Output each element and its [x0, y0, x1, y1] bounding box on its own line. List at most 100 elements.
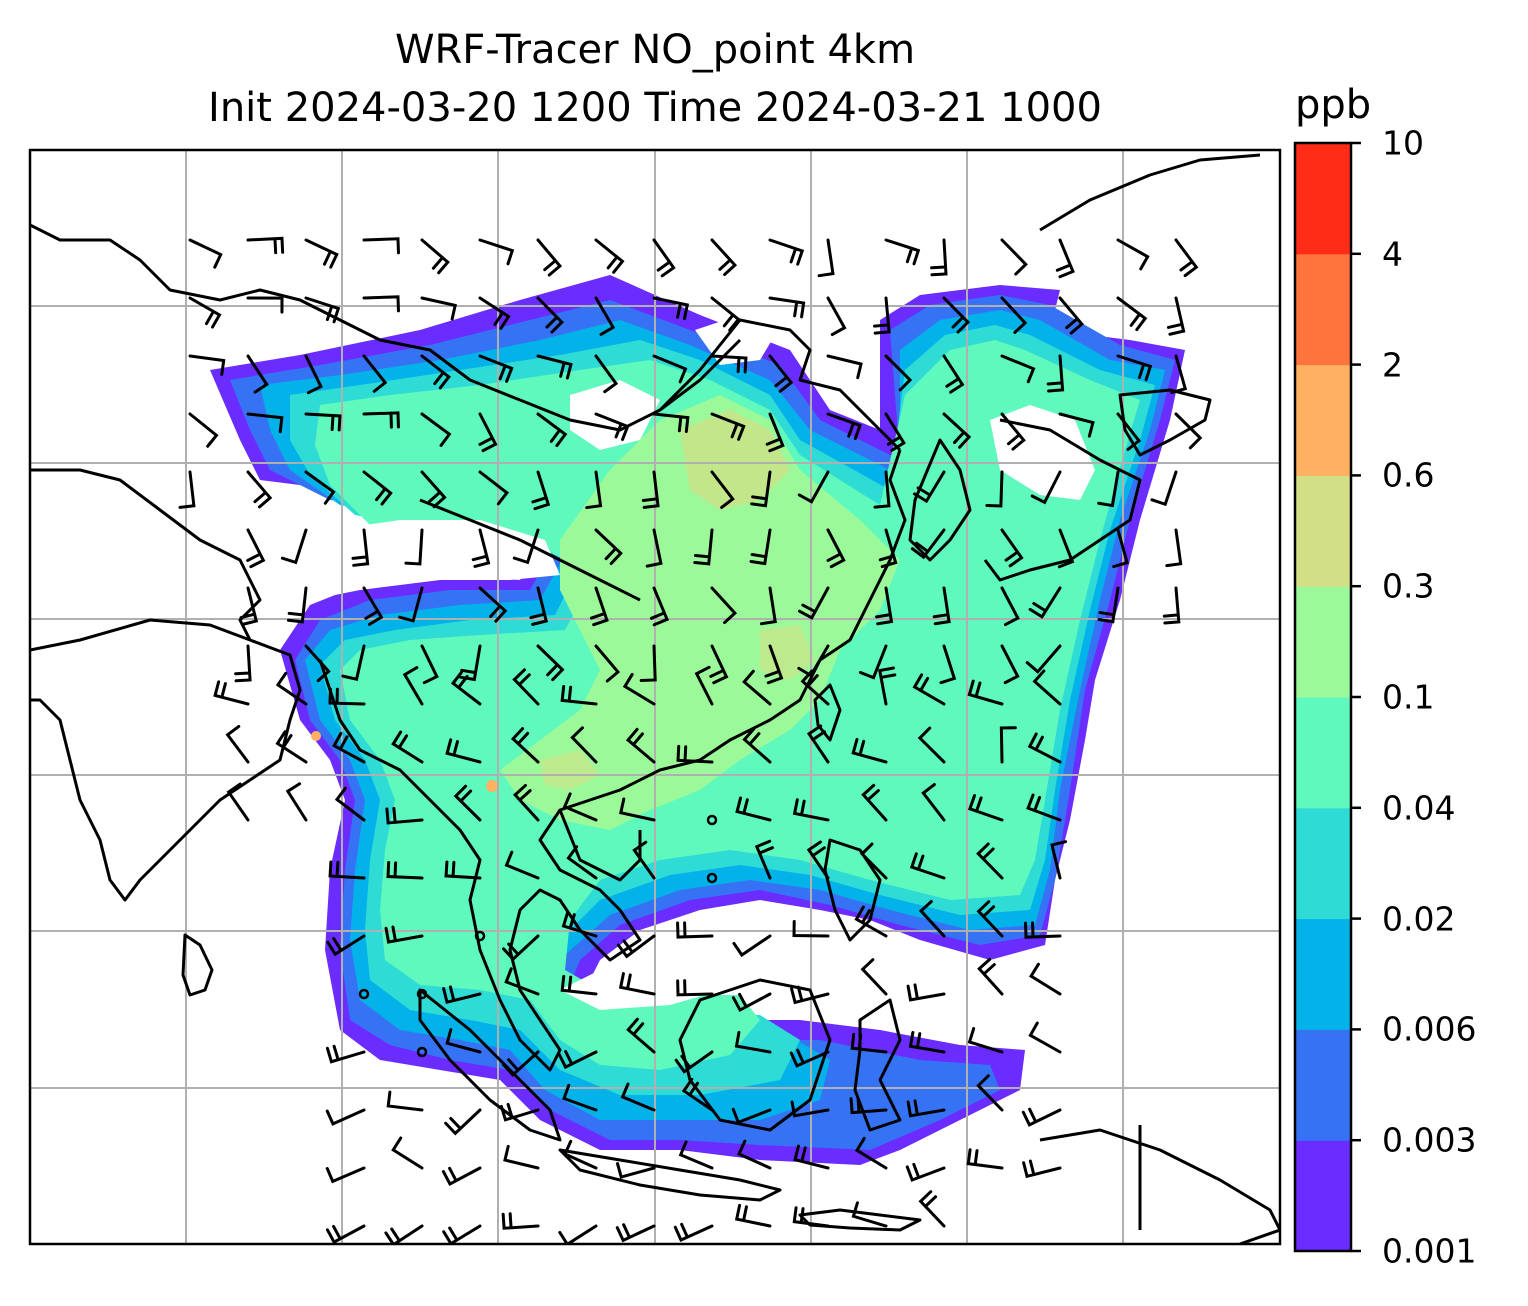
wind-barb: [594, 354, 619, 394]
wind-barb: [362, 470, 393, 506]
wind-barb: [966, 1148, 1004, 1170]
wind-barb: [1000, 296, 1028, 334]
map-frame: [28, 148, 1282, 1246]
wind-barb: [789, 1048, 830, 1068]
wind-barb: [732, 934, 772, 958]
wind-barb: [620, 1082, 656, 1112]
wind-barb: [420, 238, 450, 275]
wind-barb: [246, 528, 266, 569]
wind-barb: [275, 671, 308, 706]
wind-barb: [625, 727, 656, 764]
colorbar-tick-label: 0.02: [1382, 899, 1456, 939]
wind-barb: [478, 238, 515, 266]
wind-barb: [1000, 644, 1020, 685]
wind-barb: [362, 237, 400, 255]
wind-barb: [676, 744, 714, 764]
wind-barb: [710, 412, 746, 441]
wind-barb: [652, 296, 690, 321]
wind-barb: [906, 983, 946, 1002]
wind-barb: [304, 238, 339, 269]
wind-barb: [562, 792, 598, 822]
wind-barb: [759, 586, 777, 626]
wind-barb: [386, 861, 424, 880]
wind-barb: [1000, 354, 1036, 384]
wind-barb: [188, 296, 222, 329]
wind-barb: [615, 1223, 656, 1243]
wind-barb: [1027, 732, 1062, 764]
wind-barb: [1030, 470, 1062, 505]
wind-barb: [326, 934, 366, 957]
himalaya-border: [30, 468, 262, 641]
wind-barb: [362, 411, 400, 429]
wind-barb: [594, 296, 616, 336]
wind-calm-marker: [706, 872, 718, 884]
wind-barb: [639, 644, 657, 682]
wind-barb: [450, 670, 482, 706]
wind-barb: [362, 586, 384, 626]
wind-barb: [731, 992, 772, 1013]
wind-barb: [512, 783, 540, 822]
colorbar-segment: [1295, 1029, 1351, 1141]
tracer-field-3b: [760, 625, 815, 680]
wind-barb: [563, 1139, 598, 1170]
wind-barb: [800, 669, 830, 706]
wind-barb: [797, 470, 830, 504]
korea: [908, 438, 972, 562]
wind-barb: [1000, 528, 1024, 568]
wind-barb: [976, 900, 1004, 938]
wind-barb: [912, 470, 946, 504]
tracer-field: [210, 275, 1185, 1165]
wind-barb: [626, 1017, 656, 1054]
wind-barb: [226, 782, 250, 822]
wind-barb: [860, 958, 888, 996]
wind-barb: [790, 1100, 830, 1118]
wind-barb: [1116, 354, 1153, 382]
china-coast: [589, 449, 907, 802]
wind-barb: [652, 354, 688, 384]
wind-barb: [731, 1107, 772, 1125]
wind-barb: [942, 296, 971, 334]
wind-barb: [765, 412, 785, 453]
wind-barb: [742, 727, 772, 764]
wind-barb: [1174, 238, 1199, 278]
wind-barb: [1025, 644, 1062, 674]
map-area: [30, 150, 1280, 1244]
wind-barb: [560, 685, 598, 706]
wind-barb: [622, 672, 656, 706]
wind-barb: [618, 972, 656, 996]
wind-barb: [445, 1028, 482, 1054]
colorbar-segment: [1295, 143, 1351, 255]
wind-barb: [285, 782, 308, 822]
wind-barb: [849, 1096, 888, 1115]
wind-barb: [851, 737, 888, 764]
wind-barb: [504, 967, 540, 996]
wind-barb: [645, 528, 663, 568]
wind-barb: [362, 354, 388, 393]
wind-barb: [878, 666, 897, 706]
wind-barb: [939, 644, 957, 685]
wind-barb: [589, 586, 609, 627]
wind-barb: [616, 934, 656, 959]
wind-barb: [678, 1140, 714, 1170]
wind-barb: [912, 673, 946, 706]
wind-barb: [561, 911, 598, 938]
tracer-hotspot: [311, 731, 321, 741]
wind-barb: [710, 470, 735, 509]
wind-barb: [420, 354, 451, 390]
wind-barb: [246, 236, 285, 255]
wind-barb: [619, 797, 656, 822]
wind-barb: [1165, 528, 1183, 568]
wind-barb: [977, 957, 1004, 996]
wind-barb: [999, 726, 1017, 764]
wind-barb: [420, 470, 447, 509]
wind-barb: [385, 806, 424, 825]
wind-barb: [594, 644, 621, 683]
wind-barb: [861, 783, 888, 822]
wind-barb: [918, 1190, 946, 1228]
wind-barb: [384, 925, 424, 944]
wind-barb: [1021, 1107, 1062, 1127]
wind-barb: [884, 238, 921, 266]
wind-barb: [444, 860, 482, 880]
wind-barb: [768, 296, 806, 319]
wind-barb: [854, 1136, 888, 1170]
